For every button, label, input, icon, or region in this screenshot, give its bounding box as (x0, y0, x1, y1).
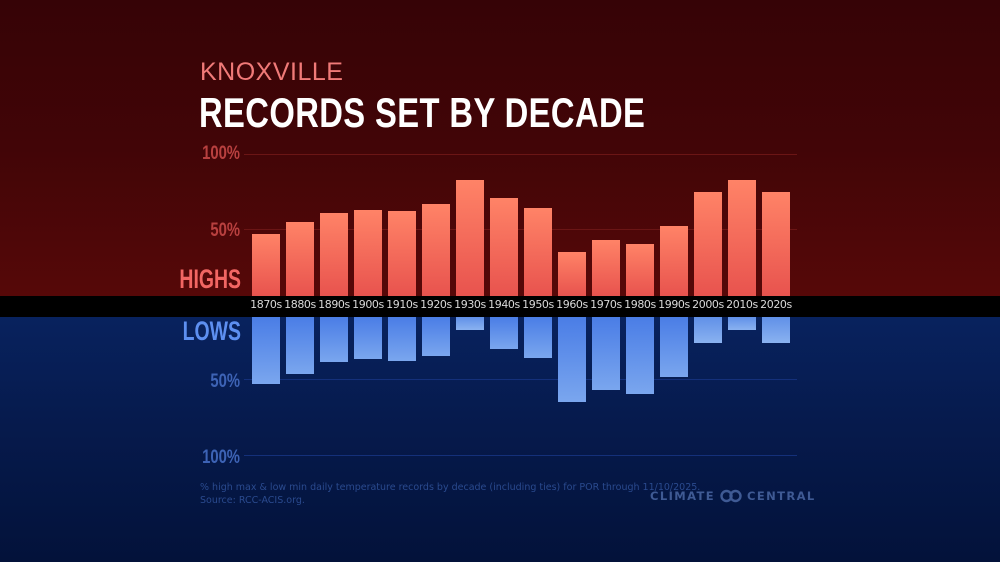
x-tick-label: 2010s (726, 298, 758, 311)
high-bar-1900s (354, 209, 382, 296)
low-bar-2010s (728, 317, 756, 331)
highs-series-label: HIGHS (179, 264, 241, 294)
x-tick-label: 1930s (454, 298, 486, 311)
low-bar-1920s (422, 317, 450, 357)
low-bar-1980s (626, 317, 654, 395)
high-bar-1980s (626, 244, 654, 296)
high-bar-2020s (762, 191, 790, 296)
x-tick-label: 1880s (284, 298, 316, 311)
high-bar-1910s (388, 211, 416, 296)
high-bar-2000s (694, 191, 722, 296)
lows-panel-background (0, 317, 1000, 562)
gridline-low-50 (244, 379, 797, 380)
x-tick-label: 1950s (522, 298, 554, 311)
x-tick-label: 2020s (760, 298, 792, 311)
x-tick-label: 1990s (658, 298, 690, 311)
low-bar-1940s (490, 317, 518, 349)
high-bar-1970s (592, 239, 620, 296)
high-bar-1880s (286, 221, 314, 296)
city-subtitle: KNOXVILLE (200, 58, 344, 86)
high-bar-1930s (456, 179, 484, 296)
low-bar-1990s (660, 317, 688, 378)
gridline-low-100 (244, 455, 797, 456)
y-tick-high-50: 50% (210, 220, 240, 241)
low-bar-1900s (354, 317, 382, 360)
low-bar-1910s (388, 317, 416, 361)
y-tick-high-100: 100% (202, 143, 240, 164)
low-bar-1870s (252, 317, 280, 384)
chart-footnote: % high max & low min daily temperature r… (200, 481, 700, 507)
gridline-high-50 (244, 229, 797, 230)
high-bar-2010s (728, 179, 756, 296)
x-tick-label: 1970s (590, 298, 622, 311)
low-bar-1960s (558, 317, 586, 402)
high-bar-1950s (524, 208, 552, 296)
x-tick-label: 1910s (386, 298, 418, 311)
high-bar-1940s (490, 197, 518, 296)
low-bar-2020s (762, 317, 790, 343)
decade-axis-band (0, 296, 1000, 317)
gridline-high-100 (244, 154, 797, 155)
low-bar-1950s (524, 317, 552, 358)
footnote-source: Source: RCC-ACIS.org. (200, 495, 305, 506)
x-tick-label: 1920s (420, 298, 452, 311)
low-bar-1970s (592, 317, 620, 390)
x-tick-label: 1940s (488, 298, 520, 311)
footnote-description: % high max & low min daily temperature r… (200, 482, 701, 493)
chart-title: RECORDS SET BY DECADE (199, 89, 646, 136)
low-bar-1890s (320, 317, 348, 363)
low-bar-1930s (456, 317, 484, 331)
infinity-rings-icon (719, 489, 743, 503)
low-bar-1880s (286, 317, 314, 375)
logo-text-right: CENTRAL (747, 489, 816, 503)
lows-series-label: LOWS (182, 316, 241, 346)
x-tick-label: 1870s (250, 298, 282, 311)
high-bar-1920s (422, 203, 450, 296)
x-tick-label: 1900s (352, 298, 384, 311)
high-bar-1890s (320, 212, 348, 296)
high-bar-1960s (558, 251, 586, 296)
y-tick-low-100: 100% (202, 447, 240, 468)
x-tick-label: 1960s (556, 298, 588, 311)
high-bar-1870s (252, 233, 280, 296)
x-tick-label: 1980s (624, 298, 656, 311)
y-tick-low-50: 50% (210, 371, 240, 392)
x-tick-label: 2000s (692, 298, 724, 311)
x-tick-label: 1890s (318, 298, 350, 311)
high-bar-1990s (660, 226, 688, 296)
climate-central-logo: CLIMATE CENTRAL (650, 489, 816, 503)
low-bar-2000s (694, 317, 722, 343)
logo-text-left: CLIMATE (650, 489, 715, 503)
